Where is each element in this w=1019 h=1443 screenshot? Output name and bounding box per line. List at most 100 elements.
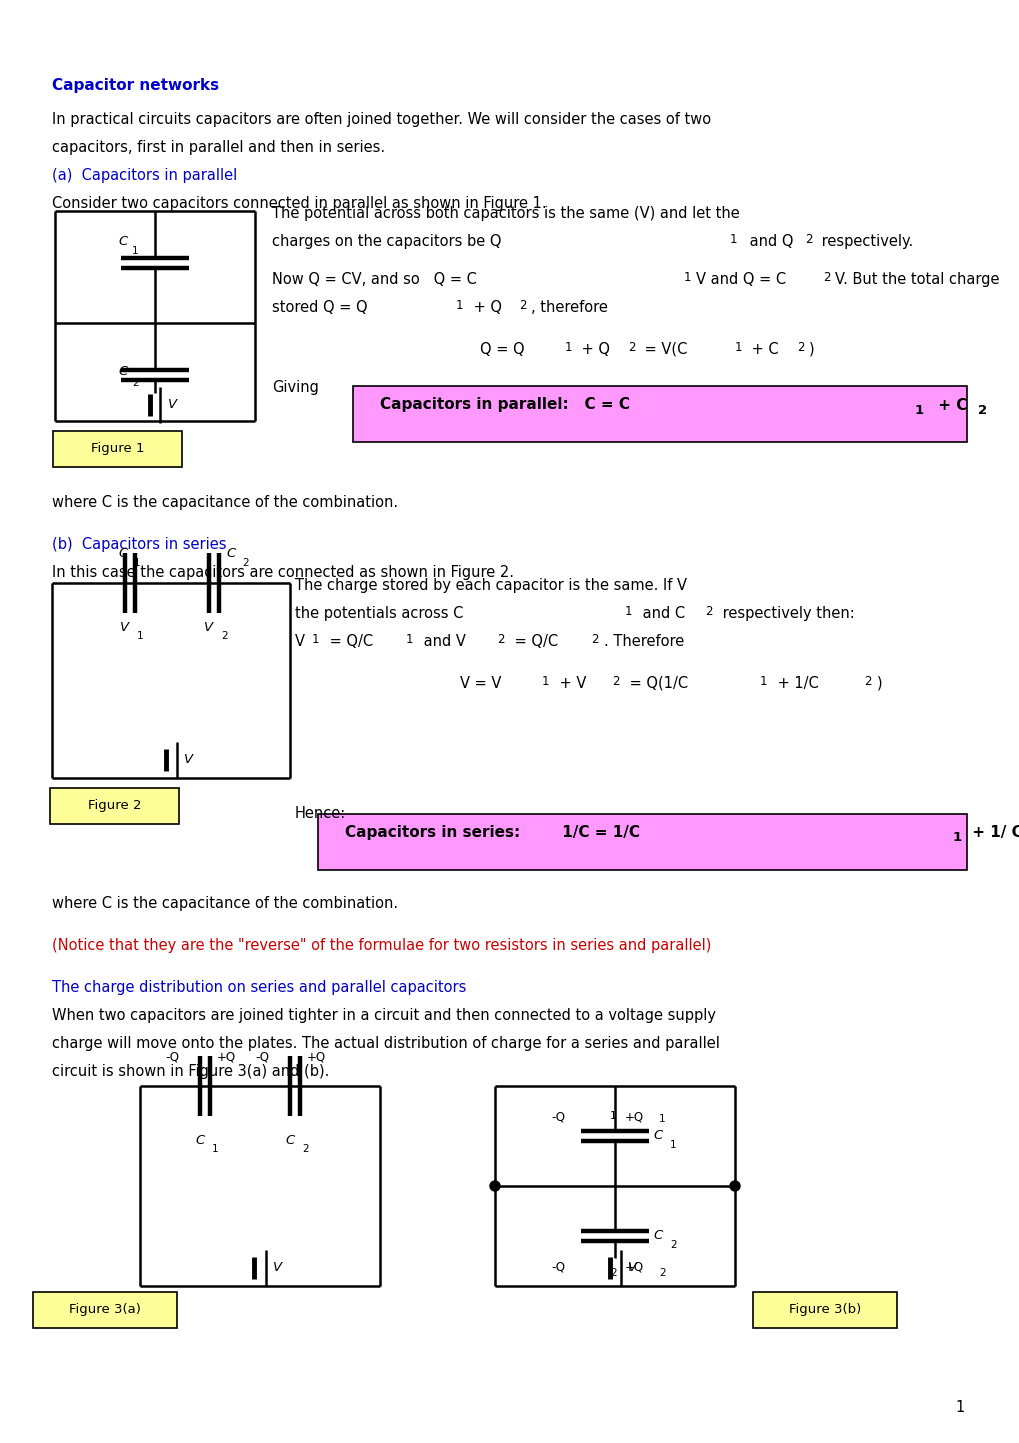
Text: + Q: + Q (469, 300, 501, 315)
Text: respectively then:: respectively then: (717, 606, 854, 620)
Text: and V: and V (419, 633, 466, 649)
Text: C: C (226, 547, 235, 560)
Text: 2: 2 (590, 633, 598, 646)
Text: the potentials across C: the potentials across C (294, 606, 463, 620)
Text: 1: 1 (684, 271, 691, 284)
Text: 1: 1 (730, 234, 737, 247)
Text: 1: 1 (625, 606, 632, 619)
Text: +Q: +Q (625, 1261, 643, 1274)
Text: -Q: -Q (550, 1261, 565, 1274)
Text: C: C (118, 235, 127, 248)
Text: +Q: +Q (217, 1051, 235, 1063)
Text: In this case the capacitors are connected as shown in Figure 2.: In this case the capacitors are connecte… (52, 566, 514, 580)
Text: ): ) (808, 342, 814, 356)
Text: V = V: V = V (460, 675, 501, 691)
Text: 1: 1 (735, 342, 742, 355)
Text: Capacitors in parallel:   C = C: Capacitors in parallel: C = C (380, 397, 630, 413)
Text: Giving: Giving (272, 380, 319, 395)
Text: + Q: + Q (577, 342, 609, 356)
Text: 2: 2 (804, 234, 812, 247)
Text: Figure 1: Figure 1 (91, 443, 144, 456)
Text: where C is the capacitance of the combination.: where C is the capacitance of the combin… (52, 495, 397, 509)
Text: 1: 1 (133, 558, 141, 569)
Text: 1: 1 (952, 831, 961, 844)
Text: -Q: -Q (255, 1051, 269, 1063)
Text: + C: + C (746, 342, 777, 356)
Text: = V(C: = V(C (639, 342, 687, 356)
Text: Consider two capacitors connected in parallel as shown in Figure 1.: Consider two capacitors connected in par… (52, 196, 546, 211)
Text: charge will move onto the plates. The actual distribution of charge for a series: charge will move onto the plates. The ac… (52, 1036, 719, 1051)
Text: Now Q = CV, and so   Q = C: Now Q = CV, and so Q = C (272, 271, 477, 287)
Text: V: V (294, 633, 305, 649)
Text: + C: + C (932, 397, 966, 413)
Text: 1: 1 (212, 1144, 218, 1154)
Text: 1: 1 (312, 633, 319, 646)
Text: ): ) (876, 675, 881, 691)
Text: C: C (284, 1134, 293, 1147)
Text: 1: 1 (609, 1111, 616, 1121)
Text: V: V (168, 398, 177, 411)
Text: 1: 1 (759, 675, 766, 688)
Text: = Q(1/C: = Q(1/C (625, 675, 688, 691)
Text: charges on the capacitors be Q: charges on the capacitors be Q (272, 234, 501, 250)
Text: 1: 1 (914, 404, 923, 417)
Text: C: C (652, 1128, 661, 1141)
Circle shape (730, 1180, 739, 1190)
Text: + V: + V (554, 675, 586, 691)
Text: where C is the capacitance of the combination.: where C is the capacitance of the combin… (52, 896, 397, 911)
Text: + 1/C: + 1/C (772, 675, 818, 691)
Text: 2: 2 (131, 378, 139, 388)
Text: Figure 3(a): Figure 3(a) (69, 1303, 141, 1316)
Text: 2: 2 (669, 1240, 676, 1250)
Text: 2: 2 (302, 1144, 309, 1154)
Text: 1: 1 (565, 342, 572, 355)
Text: V: V (273, 1261, 282, 1274)
Text: and Q: and Q (744, 234, 793, 250)
Text: = Q/C: = Q/C (510, 633, 557, 649)
Text: V: V (183, 753, 193, 766)
Text: 2: 2 (496, 633, 504, 646)
Text: V: V (120, 620, 129, 633)
Text: Q = Q: Q = Q (480, 342, 524, 356)
Text: C: C (118, 365, 127, 378)
Text: 1: 1 (658, 1114, 665, 1124)
Text: +Q: +Q (625, 1111, 643, 1124)
Text: Hence:: Hence: (294, 807, 345, 821)
Text: C: C (652, 1229, 661, 1242)
Text: , therefore: , therefore (531, 300, 607, 315)
Text: (a)  Capacitors in parallel: (a) Capacitors in parallel (52, 167, 237, 183)
Text: respectively.: respectively. (816, 234, 912, 250)
Text: 2: 2 (796, 342, 804, 355)
Text: C: C (118, 547, 127, 560)
Text: Capacitors in series:        1/C = 1/C: Capacitors in series: 1/C = 1/C (344, 825, 639, 840)
FancyBboxPatch shape (50, 788, 178, 824)
Text: -Q: -Q (165, 1051, 178, 1063)
Text: circuit is shown in Figure 3(a) and (b).: circuit is shown in Figure 3(a) and (b). (52, 1063, 329, 1079)
FancyBboxPatch shape (318, 814, 966, 870)
Text: 2: 2 (242, 558, 249, 569)
Text: The potential across both capacitors is the same (V) and let the: The potential across both capacitors is … (272, 206, 739, 221)
Text: 1: 1 (955, 1401, 964, 1416)
Text: The charge stored by each capacitor is the same. If V: The charge stored by each capacitor is t… (294, 579, 687, 593)
Text: V: V (204, 620, 213, 633)
Text: 2: 2 (221, 631, 227, 641)
FancyBboxPatch shape (752, 1291, 896, 1328)
Text: 2: 2 (863, 675, 870, 688)
Text: capacitors, first in parallel and then in series.: capacitors, first in parallel and then i… (52, 140, 385, 154)
Text: When two capacitors are joined tighter in a circuit and then connected to a volt: When two capacitors are joined tighter i… (52, 1009, 715, 1023)
Text: 2: 2 (977, 404, 986, 417)
Text: Figure 2: Figure 2 (88, 799, 141, 812)
Text: and C: and C (637, 606, 685, 620)
Text: 2: 2 (822, 271, 829, 284)
Text: 2: 2 (519, 300, 526, 313)
Text: 1: 1 (131, 245, 139, 255)
Text: + 1/ C: + 1/ C (966, 825, 1019, 840)
Text: stored Q = Q: stored Q = Q (272, 300, 367, 315)
Text: Figure 3(b): Figure 3(b) (788, 1303, 860, 1316)
Text: 1: 1 (137, 631, 144, 641)
Text: (b)  Capacitors in series: (b) Capacitors in series (52, 537, 226, 553)
Text: -Q: -Q (550, 1111, 565, 1124)
Circle shape (489, 1180, 499, 1190)
Text: 1: 1 (406, 633, 413, 646)
Text: 1: 1 (541, 675, 549, 688)
